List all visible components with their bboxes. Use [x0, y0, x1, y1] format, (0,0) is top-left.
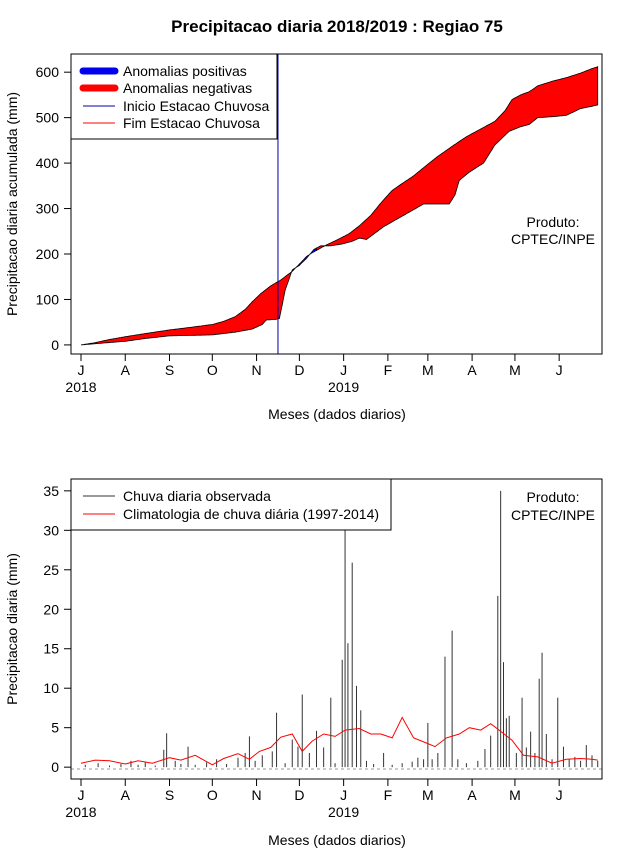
credit-line-2: CPTEC/INPE — [511, 507, 595, 523]
y-axis-label: Precipitacao diaria acumulada (mm) — [4, 92, 20, 316]
y-tick-label: 30 — [43, 522, 59, 538]
legend-label-start: Inicio Estacao Chuvosa — [123, 98, 270, 114]
observed-bars — [84, 490, 599, 768]
x-axis-label: Meses (dados diarios) — [268, 832, 406, 848]
year-label: 2018 — [65, 379, 96, 395]
month-label: O — [207, 362, 218, 378]
legend: Anomalias positivas Anomalias negativas … — [70, 53, 278, 140]
month-label: S — [165, 787, 174, 803]
y-tick-label: 15 — [43, 641, 59, 657]
y-tick-label: 25 — [43, 562, 59, 578]
legend-label-climatology: Climatologia de chuva diária (1997-2014) — [123, 506, 379, 522]
y-tick-label: 35 — [43, 483, 59, 499]
month-label: J — [556, 362, 563, 378]
y-tick-label: 10 — [43, 680, 59, 696]
credit-line-1: Produto: — [527, 489, 580, 505]
y-tick-label: 5 — [51, 720, 59, 736]
y-tick-label: 400 — [36, 155, 60, 171]
negative-anomaly-area — [316, 66, 599, 252]
anomaly-areas — [80, 66, 599, 346]
y-tick-label: 500 — [36, 110, 60, 126]
year-label: 2019 — [328, 379, 359, 395]
y-tick-label: 200 — [36, 246, 60, 262]
y-tick-label: 100 — [36, 291, 60, 307]
month-label: J — [556, 787, 563, 803]
y-axis-label: Precipitacao diaria (mm) — [4, 553, 20, 705]
y-tick-label: 0 — [51, 337, 59, 353]
month-label: M — [509, 787, 521, 803]
climatology-line — [80, 716, 598, 766]
month-label: M — [509, 362, 521, 378]
month-label: D — [294, 787, 304, 803]
positive-anomaly-area — [299, 247, 317, 267]
y-tick-label: 20 — [43, 601, 59, 617]
month-label: F — [384, 362, 393, 378]
month-label: S — [165, 362, 174, 378]
month-label: O — [207, 787, 218, 803]
month-label: M — [422, 787, 434, 803]
y-tick-label: 0 — [51, 759, 59, 775]
month-label: A — [467, 362, 477, 378]
month-label: M — [422, 362, 434, 378]
legend-box — [70, 478, 392, 531]
month-label: N — [252, 362, 262, 378]
month-label: J — [77, 787, 84, 803]
legend-label-positive: Anomalias positivas — [123, 63, 247, 79]
year-label: 2019 — [328, 804, 359, 820]
y-tick-label: 300 — [36, 201, 60, 217]
month-label: N — [252, 787, 262, 803]
credit-line-2: CPTEC/INPE — [511, 231, 595, 247]
month-label: A — [467, 787, 477, 803]
month-label: J — [340, 787, 347, 803]
year-label: 2018 — [65, 804, 96, 820]
month-label: A — [121, 787, 131, 803]
x-axis-label: Meses (dados diarios) — [268, 406, 406, 422]
y-axis: 0 100 200 300 400 500 600 — [36, 64, 72, 353]
month-label: F — [384, 787, 393, 803]
month-label: A — [121, 362, 131, 378]
month-label: D — [294, 362, 304, 378]
legend: Chuva diaria observada Climatologia de c… — [70, 478, 392, 531]
legend-label-end: Fim Estacao Chuvosa — [123, 115, 260, 131]
y-axis: 0 5 10 15 20 25 30 35 — [43, 483, 72, 775]
credit-line-1: Produto: — [527, 214, 580, 230]
month-label: J — [340, 362, 347, 378]
legend-label-negative: Anomalias negativas — [123, 80, 252, 96]
negative-anomaly-area — [80, 262, 300, 346]
month-label: J — [77, 362, 84, 378]
y-tick-label: 600 — [36, 64, 60, 80]
chart-title: Precipitacao diaria 2018/2019 : Regiao 7… — [171, 17, 503, 36]
legend-label-observed: Chuva diaria observada — [123, 488, 271, 504]
